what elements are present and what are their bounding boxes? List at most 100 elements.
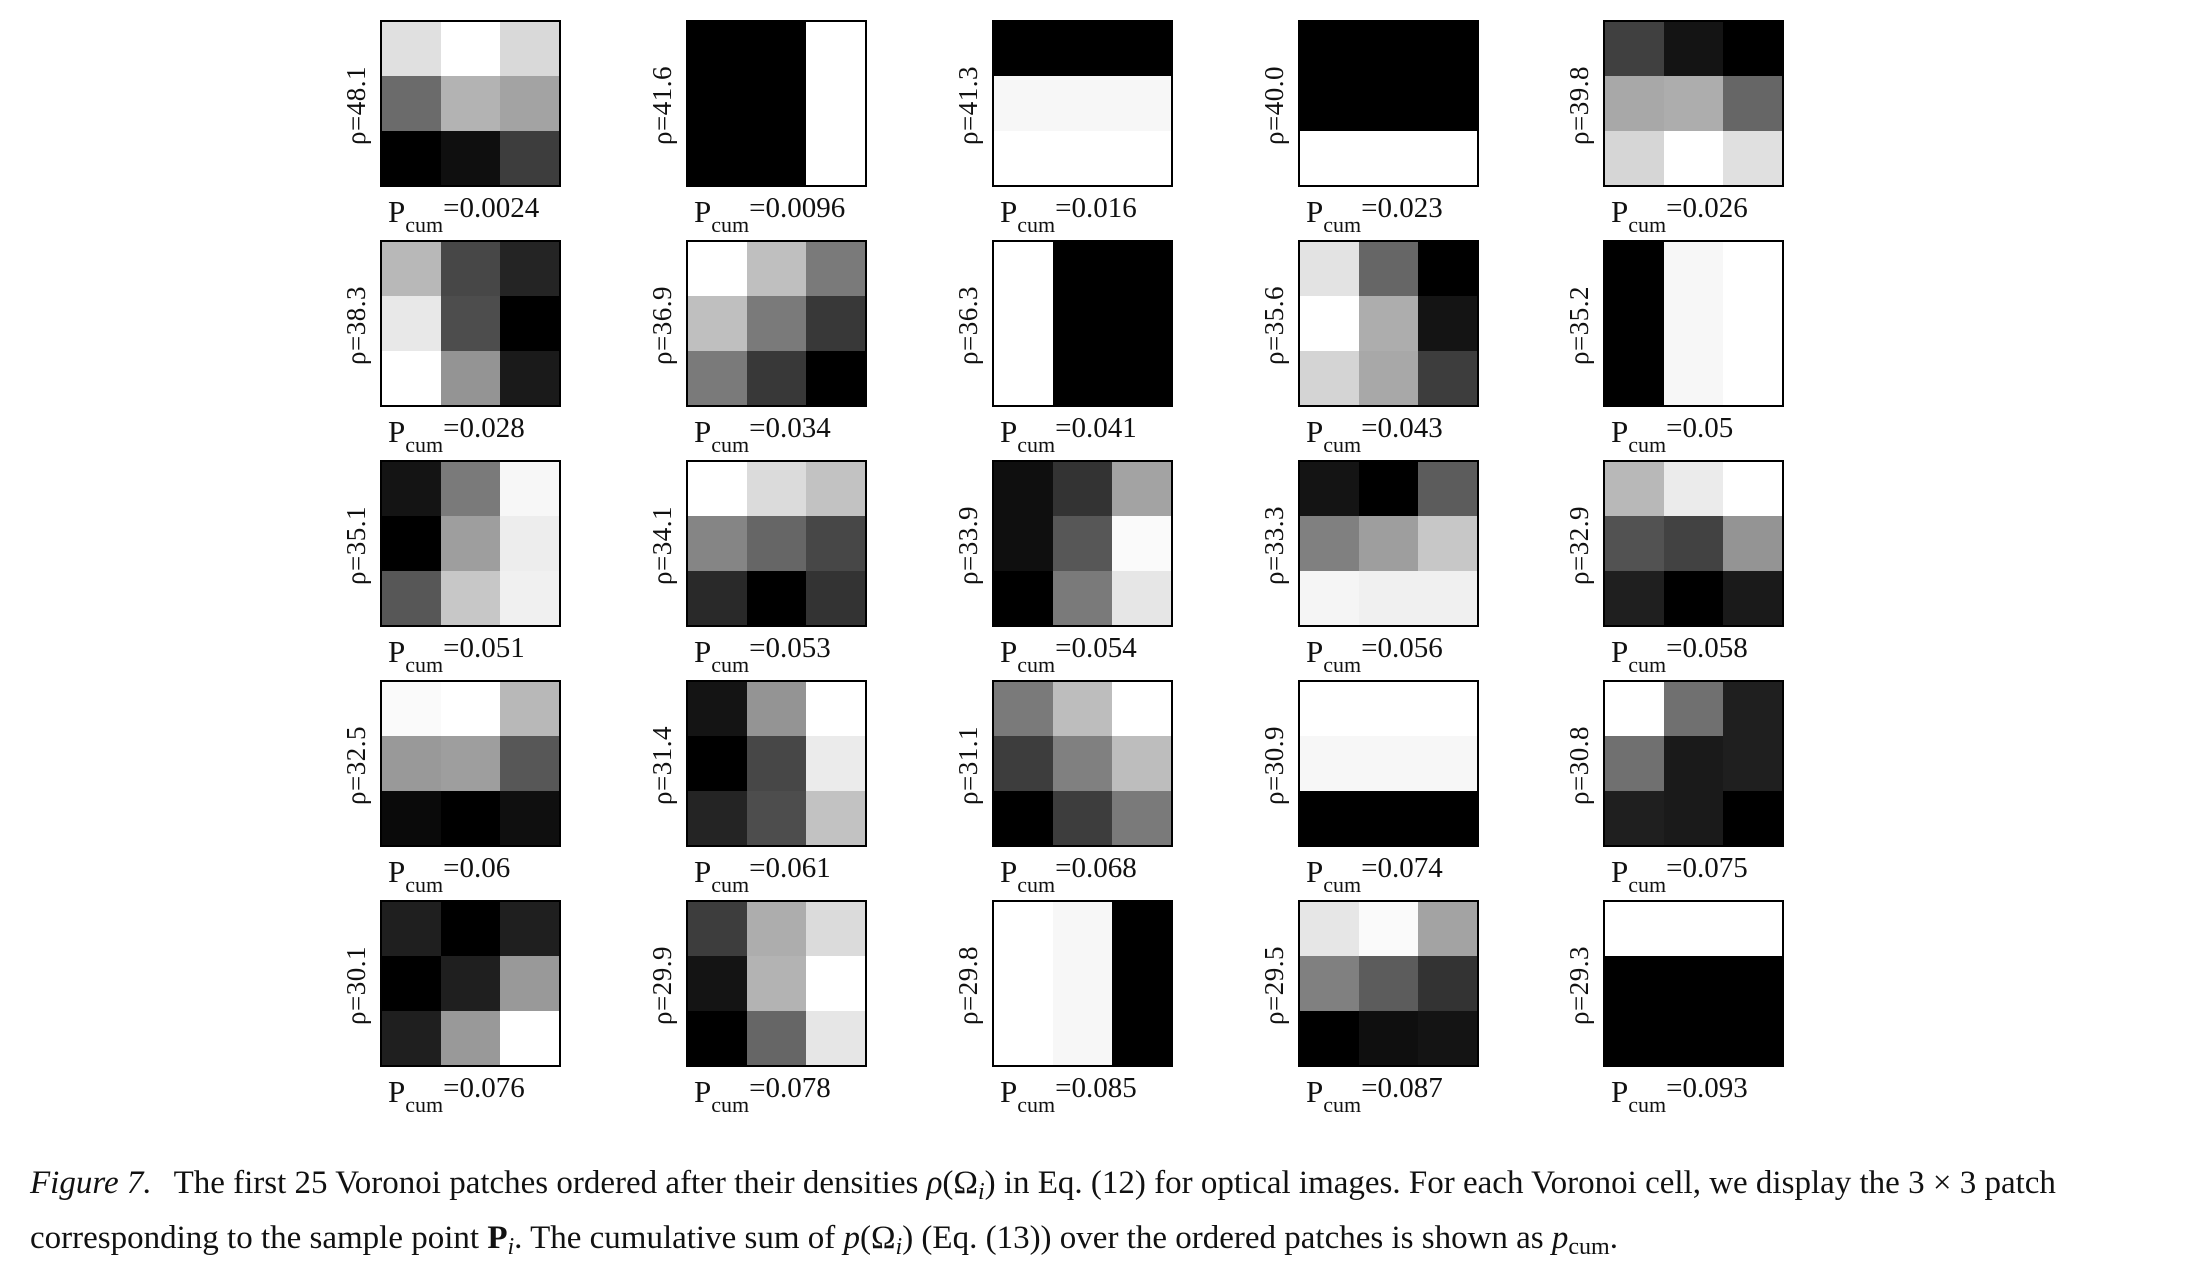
patch-image <box>1603 240 1784 407</box>
pcum-symbol: P <box>1306 194 1324 229</box>
voronoi-patch-figure: ρ=48.1 Pcum=0.0024 ρ=41.6 Pcum =0.0096 ρ=41.3… <box>330 20 1784 1120</box>
pcum-value: =0.016 <box>1055 192 1137 224</box>
patch-pixel <box>382 22 441 77</box>
pcum-value: =0.074 <box>1361 852 1443 884</box>
patch-pixel <box>747 296 806 351</box>
patch-pixel <box>1112 570 1171 625</box>
patch-pixel <box>1053 790 1112 845</box>
patch-pixel <box>382 516 441 571</box>
rho-label-text: ρ=36.3 <box>952 285 983 365</box>
patch-pixel <box>1300 1010 1359 1065</box>
pcum-subscript: cum <box>405 652 444 677</box>
rho-label: ρ=29.9 <box>640 900 684 1070</box>
rho-label: ρ=39.8 <box>1557 20 1601 190</box>
patch-pixel <box>441 462 500 517</box>
pcum-symbol: P <box>388 634 406 669</box>
patch-cell: ρ=29.9 Pcum=0.078 <box>636 900 936 1120</box>
patch-pixel <box>1723 790 1782 845</box>
pcum-label: Pcum=0.061 <box>694 854 831 896</box>
patch-pixel <box>1418 682 1477 737</box>
patch-pixel <box>688 296 747 351</box>
figure-caption: Figure 7. The first 25 Voronoi patches or… <box>30 1160 2180 1270</box>
patch-pixel <box>747 462 806 517</box>
patch-pixel <box>1053 570 1112 625</box>
pcum-value: =0.078 <box>749 1072 831 1104</box>
patch-pixel <box>500 462 559 517</box>
patch-cell: ρ=33.9 Pcum=0.054 <box>942 460 1242 680</box>
patch-pixel <box>382 902 441 957</box>
rho-label: ρ=33.9 <box>946 460 990 630</box>
pcum-symbol: P <box>388 194 406 229</box>
patch-cell: ρ=40.0 Pcum=0.023 <box>1248 20 1548 240</box>
patch-pixel <box>1112 956 1171 1011</box>
patch-pixel <box>1112 1010 1171 1065</box>
pcum-label: Pcum=0.051 <box>388 634 525 676</box>
patch-pixel <box>1359 1010 1418 1065</box>
caption-subscript-cum: cum <box>1568 1234 1610 1260</box>
patch-image <box>1603 20 1784 187</box>
rho-label-text: ρ=29.8 <box>952 945 983 1025</box>
patch-pixel <box>1300 22 1359 77</box>
patch-pixel <box>747 682 806 737</box>
pcum-subscript: cum <box>1628 652 1667 677</box>
patch-pixel <box>747 790 806 845</box>
patch-cell: ρ=35.1 Pcum=0.051 <box>330 460 630 680</box>
patch-pixel <box>1112 682 1171 737</box>
pcum-value: =0.075 <box>1666 852 1748 884</box>
pcum-label: Pcum=0.05 <box>1611 414 1733 456</box>
patch-pixel <box>806 1010 865 1065</box>
pcum-subscript: cum <box>711 432 750 457</box>
pcum-label: Pcum=0.028 <box>388 414 525 456</box>
patch-cell: ρ=48.1 Pcum=0.0024 <box>330 20 630 240</box>
patch-pixel <box>382 242 441 297</box>
pcum-value: =0.026 <box>1666 192 1748 224</box>
patch-image <box>380 900 561 1067</box>
rho-label: ρ=30.1 <box>334 900 378 1070</box>
rho-label: ρ=36.3 <box>946 240 990 410</box>
patch-pixel <box>994 130 1053 185</box>
caption-p-symbol: p <box>843 1220 861 1256</box>
patch-pixel <box>994 516 1053 571</box>
patch-pixel <box>806 242 865 297</box>
rho-label-text: ρ=35.6 <box>1258 285 1289 365</box>
patch-pixel <box>1664 790 1723 845</box>
pcum-value: =0.0096 <box>749 192 846 224</box>
patch-pixel <box>1300 790 1359 845</box>
pcum-value: =0.06 <box>443 852 511 884</box>
patch-pixel <box>1300 242 1359 297</box>
patch-cell: ρ=32.5 Pcum=0.06 <box>330 680 630 900</box>
patch-pixel <box>1605 790 1664 845</box>
pcum-label: Pcum=0.016 <box>1000 194 1137 236</box>
patch-pixel <box>1300 350 1359 405</box>
rho-label-text: ρ=41.3 <box>952 65 983 145</box>
patch-pixel <box>994 790 1053 845</box>
patch-pixel <box>441 242 500 297</box>
patch-pixel <box>382 682 441 737</box>
patch-pixel <box>994 296 1053 351</box>
patch-pixel <box>1112 462 1171 517</box>
patch-image <box>380 20 561 187</box>
pcum-subscript: cum <box>1323 432 1362 457</box>
pcum-symbol: P <box>388 854 406 889</box>
patch-pixel <box>1359 736 1418 791</box>
patch-image <box>1298 900 1479 1067</box>
pcum-label: Pcum=0.058 <box>1611 634 1748 676</box>
rho-label-text: ρ=32.9 <box>1563 505 1594 585</box>
patch-pixel <box>1418 350 1477 405</box>
pcum-symbol: P <box>694 634 712 669</box>
patch-pixel <box>382 462 441 517</box>
patch-pixel <box>1605 462 1664 517</box>
pcum-label: Pcum=0.087 <box>1306 1074 1443 1116</box>
rho-label-text: ρ=35.1 <box>340 505 371 585</box>
patch-pixel <box>1112 736 1171 791</box>
patch-pixel <box>441 682 500 737</box>
rho-label-text: ρ=30.1 <box>340 945 371 1025</box>
rho-label: ρ=41.6 <box>640 20 684 190</box>
patch-pixel <box>994 22 1053 77</box>
patch-pixel <box>688 130 747 185</box>
patch-pixel <box>1605 22 1664 77</box>
rho-label: ρ=35.2 <box>1557 240 1601 410</box>
patch-pixel <box>1605 682 1664 737</box>
patch-pixel <box>994 76 1053 131</box>
pcum-symbol: P <box>1306 414 1324 449</box>
